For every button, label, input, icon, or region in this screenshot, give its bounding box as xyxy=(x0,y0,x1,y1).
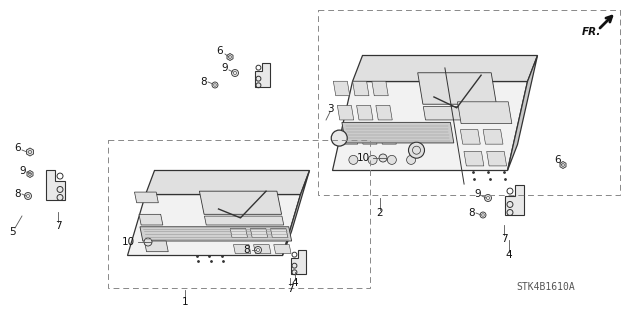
Circle shape xyxy=(212,82,218,88)
Text: 4: 4 xyxy=(506,250,512,260)
Circle shape xyxy=(257,249,259,251)
Polygon shape xyxy=(483,130,503,144)
Polygon shape xyxy=(341,130,358,144)
Polygon shape xyxy=(342,122,454,143)
Circle shape xyxy=(234,71,236,74)
Circle shape xyxy=(482,214,484,216)
Text: 5: 5 xyxy=(9,227,15,237)
Circle shape xyxy=(349,155,358,164)
Polygon shape xyxy=(46,170,65,200)
Polygon shape xyxy=(506,185,524,215)
Text: 8: 8 xyxy=(15,189,21,199)
Circle shape xyxy=(379,154,387,162)
Polygon shape xyxy=(255,63,270,87)
Text: 8: 8 xyxy=(201,77,207,87)
Polygon shape xyxy=(337,106,354,120)
Polygon shape xyxy=(139,214,163,225)
Polygon shape xyxy=(372,81,388,96)
Polygon shape xyxy=(27,170,33,177)
Polygon shape xyxy=(145,241,168,252)
Text: 10: 10 xyxy=(122,237,135,247)
Polygon shape xyxy=(271,228,288,237)
Polygon shape xyxy=(508,56,538,170)
Polygon shape xyxy=(353,81,369,96)
Circle shape xyxy=(26,195,29,197)
Text: 10: 10 xyxy=(357,153,370,163)
Polygon shape xyxy=(356,106,373,120)
Text: FR.: FR. xyxy=(582,27,602,37)
Text: 9: 9 xyxy=(20,166,26,176)
Polygon shape xyxy=(460,130,480,144)
Polygon shape xyxy=(227,54,233,61)
Text: 6: 6 xyxy=(15,143,21,153)
Circle shape xyxy=(406,155,415,164)
Polygon shape xyxy=(418,73,497,104)
Circle shape xyxy=(144,238,152,246)
Polygon shape xyxy=(230,228,248,237)
Polygon shape xyxy=(253,245,271,254)
Polygon shape xyxy=(250,228,268,237)
Circle shape xyxy=(214,84,216,86)
Polygon shape xyxy=(458,102,512,123)
Text: 2: 2 xyxy=(377,208,383,218)
Text: 9: 9 xyxy=(475,189,481,199)
Circle shape xyxy=(484,195,492,202)
Polygon shape xyxy=(376,106,392,120)
Polygon shape xyxy=(333,81,349,96)
Polygon shape xyxy=(464,152,484,166)
Polygon shape xyxy=(380,130,396,144)
Polygon shape xyxy=(282,170,310,256)
Bar xyxy=(318,10,620,195)
Circle shape xyxy=(368,155,377,164)
Circle shape xyxy=(480,212,486,218)
Polygon shape xyxy=(291,250,306,274)
Polygon shape xyxy=(274,245,291,254)
Polygon shape xyxy=(26,148,33,156)
Circle shape xyxy=(408,142,424,158)
Polygon shape xyxy=(353,56,538,81)
Bar xyxy=(108,140,370,288)
Polygon shape xyxy=(360,130,377,144)
Polygon shape xyxy=(333,81,527,170)
Polygon shape xyxy=(560,161,566,168)
Polygon shape xyxy=(140,227,292,241)
Circle shape xyxy=(232,70,239,77)
Circle shape xyxy=(24,192,31,199)
Text: 4: 4 xyxy=(292,278,298,288)
Polygon shape xyxy=(423,107,499,120)
Polygon shape xyxy=(134,192,158,203)
Text: 7: 7 xyxy=(54,221,61,231)
Text: 1: 1 xyxy=(182,297,188,307)
Text: 7: 7 xyxy=(500,234,508,244)
Circle shape xyxy=(332,130,348,146)
Circle shape xyxy=(387,155,396,164)
Text: 7: 7 xyxy=(287,284,293,294)
Polygon shape xyxy=(127,195,301,256)
Polygon shape xyxy=(234,245,251,254)
Circle shape xyxy=(486,197,490,199)
Polygon shape xyxy=(204,216,284,225)
Text: 6: 6 xyxy=(555,155,561,165)
Polygon shape xyxy=(145,170,310,195)
Text: 9: 9 xyxy=(221,63,228,73)
Text: STK4B1610A: STK4B1610A xyxy=(516,282,575,292)
Circle shape xyxy=(255,247,262,254)
Text: 6: 6 xyxy=(217,46,223,56)
Text: 8: 8 xyxy=(244,245,250,255)
Polygon shape xyxy=(486,152,507,166)
Polygon shape xyxy=(200,191,282,214)
Text: 8: 8 xyxy=(468,208,476,218)
Text: 3: 3 xyxy=(326,104,333,114)
